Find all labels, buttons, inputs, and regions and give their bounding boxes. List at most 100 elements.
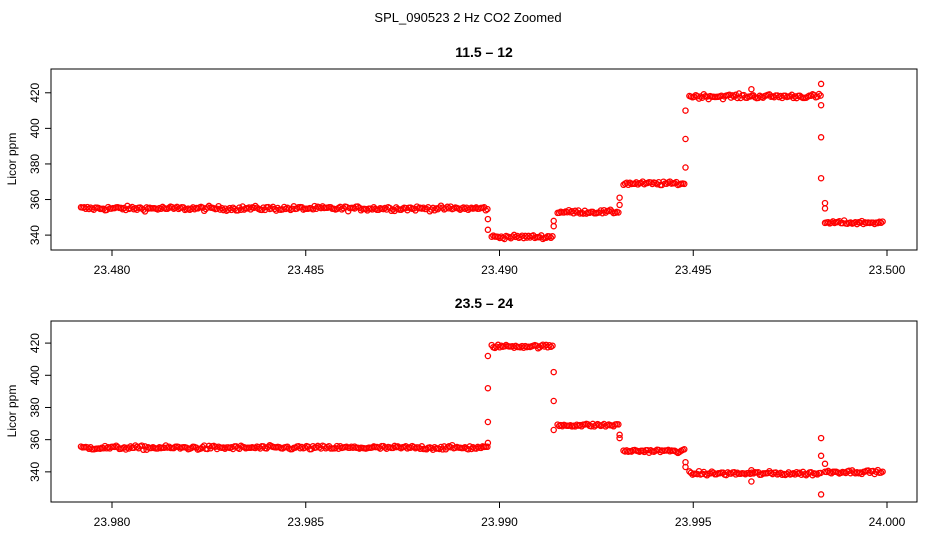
data-point bbox=[309, 206, 317, 213]
data-point bbox=[817, 134, 825, 141]
x-tick-label: 23.490 bbox=[481, 263, 518, 277]
data-points bbox=[77, 80, 886, 243]
y-tick-label: 340 bbox=[28, 225, 42, 245]
data-point bbox=[616, 434, 623, 442]
data-point bbox=[774, 92, 781, 99]
data-point bbox=[484, 215, 492, 223]
x-tick-label: 23.500 bbox=[869, 263, 906, 277]
data-point bbox=[817, 92, 824, 99]
data-point bbox=[340, 204, 347, 212]
data-point bbox=[748, 466, 755, 474]
data-point bbox=[788, 91, 796, 99]
data-point bbox=[484, 443, 491, 451]
data-point bbox=[681, 180, 688, 188]
data-point bbox=[112, 442, 120, 449]
data-point bbox=[550, 368, 557, 376]
data-point bbox=[817, 434, 825, 442]
data-point bbox=[571, 207, 579, 215]
panel-title: 23.5 – 24 bbox=[455, 295, 514, 311]
data-point bbox=[140, 446, 147, 454]
y-tick-label: 400 bbox=[28, 118, 42, 138]
data-point bbox=[550, 397, 557, 405]
x-tick-label: 23.990 bbox=[481, 515, 518, 529]
data-point bbox=[817, 174, 825, 182]
data-point bbox=[793, 468, 800, 476]
data-point bbox=[484, 384, 492, 392]
data-point bbox=[616, 201, 623, 209]
x-tick-label: 23.980 bbox=[94, 515, 131, 529]
data-point bbox=[817, 101, 825, 109]
data-point bbox=[550, 217, 557, 225]
x-tick-label: 23.985 bbox=[287, 515, 324, 529]
panel-top: 11.5 – 12 Licor ppm 23.480 23.485 23.490 23… bbox=[5, 44, 918, 277]
plot-frame bbox=[50, 320, 918, 503]
data-point bbox=[388, 207, 395, 215]
data-point bbox=[602, 209, 609, 216]
data-point bbox=[821, 205, 829, 212]
data-point bbox=[550, 426, 557, 434]
y-tick-label: 380 bbox=[28, 397, 42, 417]
data-point bbox=[484, 226, 492, 234]
data-point bbox=[354, 203, 362, 210]
x-axis: 23.480 23.485 23.490 23.495 23.500 bbox=[94, 250, 906, 277]
data-point bbox=[748, 85, 755, 93]
data-point bbox=[682, 463, 689, 471]
data-point bbox=[547, 234, 555, 242]
data-point bbox=[154, 206, 162, 213]
data-point bbox=[546, 341, 553, 349]
y-tick-label: 340 bbox=[28, 462, 42, 482]
data-point bbox=[484, 418, 492, 426]
x-tick-label: 23.485 bbox=[287, 263, 324, 277]
x-tick-label: 23.995 bbox=[675, 515, 712, 529]
data-point bbox=[204, 445, 211, 453]
y-tick-label: 380 bbox=[28, 154, 42, 174]
data-point bbox=[484, 205, 491, 213]
x-tick-label: 23.480 bbox=[94, 263, 131, 277]
panel-title: 11.5 – 12 bbox=[455, 44, 513, 60]
data-point bbox=[549, 342, 556, 349]
y-axis: 340 360 380 400 420 bbox=[28, 333, 51, 482]
data-point bbox=[682, 164, 689, 171]
data-point bbox=[546, 233, 553, 240]
y-tick-label: 420 bbox=[28, 333, 42, 353]
data-point bbox=[817, 491, 825, 498]
data-point bbox=[815, 90, 823, 98]
data-points bbox=[77, 341, 886, 498]
x-tick-label: 23.495 bbox=[675, 263, 712, 277]
y-tick-label: 400 bbox=[28, 365, 42, 385]
data-point bbox=[549, 233, 556, 240]
data-point bbox=[615, 421, 622, 428]
data-point bbox=[814, 471, 821, 478]
y-axis-label: Licor ppm bbox=[5, 385, 19, 438]
data-point bbox=[681, 446, 688, 453]
data-point bbox=[682, 107, 689, 114]
y-axis: 340 360 380 400 420 bbox=[28, 82, 51, 245]
panel-bottom: 23.5 – 24 Licor ppm 23.980 23.985 23.990 23… bbox=[5, 295, 918, 529]
x-tick-label: 24.000 bbox=[869, 515, 906, 529]
data-point bbox=[732, 91, 740, 99]
y-tick-label: 360 bbox=[28, 429, 42, 449]
data-point bbox=[821, 199, 829, 207]
data-point bbox=[616, 194, 623, 201]
data-point bbox=[821, 460, 829, 468]
data-point bbox=[879, 218, 886, 225]
data-point bbox=[578, 423, 585, 430]
data-point bbox=[484, 439, 492, 447]
data-point bbox=[484, 352, 492, 360]
y-tick-label: 420 bbox=[28, 82, 42, 102]
data-point bbox=[344, 207, 352, 215]
data-point bbox=[550, 222, 557, 230]
data-point bbox=[879, 468, 886, 475]
data-point bbox=[682, 135, 689, 143]
plot-frame bbox=[50, 68, 918, 251]
y-axis-label: Licor ppm bbox=[5, 133, 19, 186]
data-point bbox=[817, 452, 825, 460]
data-point bbox=[817, 80, 825, 88]
x-axis: 23.980 23.985 23.990 23.995 24.000 bbox=[94, 502, 906, 529]
data-point bbox=[748, 478, 755, 485]
y-tick-label: 360 bbox=[28, 189, 42, 209]
figure-suptitle: SPL_090523 2 Hz CO2 Zoomed bbox=[374, 10, 561, 25]
data-point bbox=[616, 431, 623, 439]
data-point bbox=[615, 209, 622, 216]
